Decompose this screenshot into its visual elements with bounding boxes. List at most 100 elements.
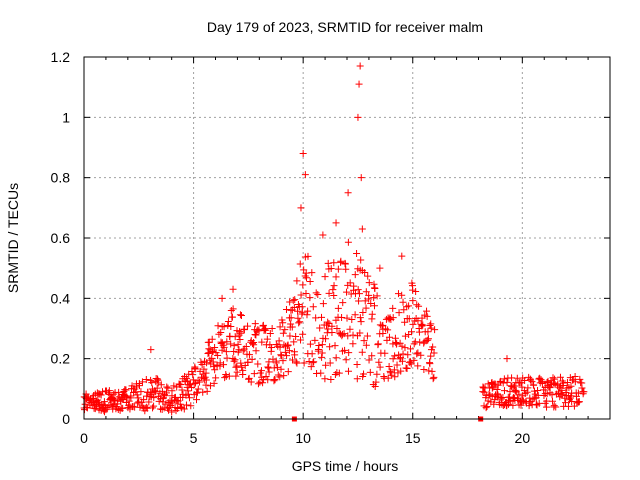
x-axis-title: GPS time / hours: [292, 458, 399, 474]
data-point: [276, 323, 284, 331]
data-point: [344, 367, 352, 375]
data-point: [277, 365, 285, 373]
data-point: [344, 332, 352, 340]
data-point: [405, 315, 413, 323]
data-point: [115, 388, 123, 396]
data-point: [300, 359, 308, 367]
data-point: [281, 348, 289, 356]
data-point: [381, 349, 389, 357]
data-point: [252, 347, 260, 355]
data-point: [358, 348, 366, 356]
data-point: [231, 356, 239, 364]
data-point: [236, 328, 244, 336]
data-point: [233, 362, 241, 370]
data-point: [346, 325, 354, 333]
data-point: [317, 369, 325, 377]
data-point: [129, 403, 137, 411]
data-point: [132, 383, 140, 391]
data-point: [538, 379, 546, 387]
data-point: [511, 386, 519, 394]
data-point: [385, 362, 393, 370]
data-point: [309, 359, 317, 367]
data-point: [327, 265, 335, 273]
data-point: [319, 300, 327, 308]
data-point: [348, 315, 356, 323]
data-point: [368, 310, 376, 318]
data-point: [361, 268, 369, 276]
x-tick-label: 0: [80, 430, 88, 446]
data-point: [298, 310, 306, 318]
x-tick-label: 15: [405, 430, 421, 446]
data-point: [119, 404, 127, 412]
data-point: [224, 321, 232, 329]
data-point: [360, 337, 368, 345]
data-point: [332, 354, 340, 362]
data-point: [227, 340, 235, 348]
data-point: [222, 371, 230, 379]
data-point: [299, 150, 307, 158]
data-point: [404, 351, 412, 359]
data-point: [306, 294, 314, 302]
data-point: [233, 368, 241, 376]
data-point: [260, 325, 268, 333]
data-point: [493, 390, 501, 398]
data-point: [147, 346, 155, 354]
data-point: [543, 403, 551, 411]
data-point: [329, 286, 337, 294]
data-point: [168, 387, 176, 395]
data-point: [562, 399, 570, 407]
data-point: [303, 311, 311, 319]
data-point: [349, 340, 357, 348]
data-point: [145, 398, 153, 406]
data-point: [343, 314, 351, 322]
data-point: [398, 291, 406, 299]
data-point: [229, 285, 237, 293]
data-point: [230, 347, 238, 355]
data-point: [423, 307, 431, 315]
x-tick-label: 5: [190, 430, 198, 446]
data-point: [114, 405, 122, 413]
data-point: [407, 360, 415, 368]
data-point: [269, 355, 277, 363]
data-point: [148, 379, 156, 387]
data-point: [301, 272, 309, 280]
data-point: [365, 279, 373, 287]
data-point: [384, 326, 392, 334]
data-point: [341, 346, 349, 354]
data-point: [578, 384, 586, 392]
data-point: [342, 265, 350, 273]
data-point: [218, 294, 226, 302]
data-point: [143, 403, 151, 411]
data-point: [230, 357, 238, 365]
data-point: [222, 348, 230, 356]
data-point: [318, 313, 326, 321]
data-point: [142, 375, 150, 383]
data-point: [523, 388, 531, 396]
data-point: [97, 391, 105, 399]
data-point: [408, 328, 416, 336]
data-point: [431, 326, 439, 334]
data-point: [282, 305, 290, 313]
data-point: [236, 335, 244, 343]
data-point: [363, 332, 371, 340]
data-point: [140, 396, 148, 404]
data-point: [138, 378, 146, 386]
data-point: [297, 291, 305, 299]
data-point: [214, 352, 222, 360]
data-point: [357, 174, 365, 182]
data-point: [345, 349, 353, 357]
data-point: [271, 376, 279, 384]
data-point: [534, 386, 542, 394]
data-point: [321, 375, 329, 383]
data-point: [211, 343, 219, 351]
data-point: [490, 400, 498, 408]
data-point: [296, 260, 304, 268]
data-point: [220, 343, 228, 351]
data-point: [429, 375, 437, 383]
data-point: [429, 343, 437, 351]
data-point: [327, 375, 335, 383]
data-point: [401, 344, 409, 352]
data-point: [149, 404, 157, 412]
data-point: [417, 351, 425, 359]
data-point: [266, 329, 274, 337]
